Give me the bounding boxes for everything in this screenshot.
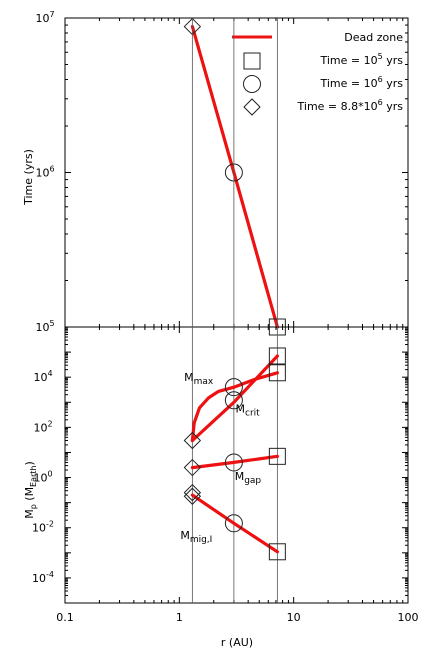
top-y-tick-label: 107 — [35, 10, 54, 25]
annotation-main: M — [235, 470, 245, 483]
top-y-axis-label: Time (yrs) — [22, 149, 35, 206]
annotation-max: Mmax — [184, 371, 214, 387]
x-tick-label: 10 — [287, 611, 301, 624]
tick-base: 10 — [33, 472, 47, 485]
bottom-y-tick-label: 104 — [33, 369, 52, 384]
annotation-mig: Mmig,I — [180, 529, 212, 545]
ylabel-end: ) — [23, 461, 36, 465]
bottom-series-line-0 — [190, 371, 279, 443]
circle-marker — [224, 453, 243, 472]
square-marker — [268, 543, 286, 561]
legend-text: Dead zone — [344, 31, 403, 44]
tick-exponent: 4 — [47, 369, 52, 378]
tick-exponent: 0 — [47, 470, 52, 479]
diamond-marker — [183, 431, 202, 450]
annotation-main: M — [180, 529, 190, 542]
legend-suffix: yrs — [383, 100, 404, 113]
annotation-gap: Mgap — [235, 470, 262, 486]
tick-base: 10 — [35, 167, 49, 180]
ylabel-main: M — [23, 509, 36, 519]
circle-marker — [224, 391, 243, 410]
annotation-sub: crit — [245, 408, 260, 418]
top-y-tick-label: 106 — [35, 165, 54, 180]
bottom-y-tick-label: 10-2 — [32, 520, 54, 535]
legend-entry-t1e6: Time = 106 yrs — [243, 75, 404, 93]
bottom-plot-frame — [64, 326, 409, 604]
diamond-marker — [183, 458, 202, 477]
bottom-series-line-3 — [190, 493, 279, 554]
legend-text: Time = 10 — [320, 77, 378, 90]
tick-base: 10 — [32, 572, 46, 585]
x-tick-label: 100 — [398, 611, 419, 624]
bottom-series-line-2 — [190, 454, 279, 470]
tick-base: 10 — [33, 371, 47, 384]
legend-label: Dead zone — [344, 31, 403, 44]
x-tick-label: 0.1 — [56, 611, 74, 624]
bottom-y-tick-label: 102 — [33, 419, 52, 434]
tick-exponent: 6 — [49, 165, 54, 174]
legend-label: Time = 8.8*106 yrs — [297, 98, 404, 113]
annotation-crit: Mcrit — [236, 402, 261, 418]
ylabel-sub2: Earth — [29, 465, 38, 486]
annotation-main: M — [236, 402, 246, 415]
diamond-marker — [183, 487, 202, 505]
tick-base: 10 — [33, 421, 47, 434]
square-marker — [243, 52, 261, 70]
bottom-y-axis-label: Mp (MEarth) — [23, 461, 38, 519]
tick-exponent: 5 — [49, 319, 54, 328]
tick-exponent: -2 — [46, 520, 54, 529]
legend-entry-dead_zone: Dead zone — [232, 31, 403, 44]
legend-entry-t88e6: Time = 8.8*106 yrs — [243, 98, 404, 116]
circle-marker — [243, 75, 261, 93]
bottom-y-tick-label: 10-4 — [32, 570, 54, 585]
tick-exponent: -4 — [46, 570, 54, 579]
tick-base: 10 — [35, 321, 49, 334]
tick-exponent: 7 — [49, 10, 54, 19]
legend-suffix: yrs — [383, 54, 404, 67]
square-marker — [268, 447, 286, 465]
legend-exponent: 6 — [378, 75, 383, 84]
annotation-main: M — [184, 371, 194, 384]
legend-label: Time = 106 yrs — [320, 75, 404, 90]
bottom-y-tick-label: 100 — [33, 470, 52, 485]
top-series-line-0 — [190, 25, 279, 329]
annotation-sub: mig,I — [190, 535, 213, 545]
legend-exponent: 6 — [378, 98, 383, 107]
ylabel-mid: (M — [23, 487, 36, 504]
tick-base: 10 — [35, 12, 49, 25]
bottom-series-line-1 — [190, 354, 279, 443]
legend-label: Time = 105 yrs — [320, 52, 404, 67]
square-marker — [268, 364, 286, 382]
legend-text: Time = 8.8*10 — [297, 100, 378, 113]
circle-marker — [224, 378, 243, 397]
tick-exponent: 2 — [47, 419, 52, 428]
legend-exponent: 5 — [378, 52, 383, 61]
diamond-marker — [183, 483, 202, 502]
annotation-sub: max — [194, 377, 214, 387]
legend-entry-t1e5: Time = 105 yrs — [243, 52, 404, 70]
square-marker — [268, 347, 286, 365]
tick-base: 10 — [32, 522, 46, 535]
circle-marker — [224, 514, 243, 533]
legend-text: Time = 10 — [320, 54, 378, 67]
top-y-tick-label: 105 — [35, 319, 54, 334]
diamond-marker — [243, 98, 261, 116]
legend-suffix: yrs — [383, 77, 404, 90]
annotation-sub: gap — [244, 476, 261, 486]
x-tick-label: 1 — [176, 611, 183, 624]
x-axis-label: r (AU) — [221, 636, 253, 649]
ylabel-sub1: p — [29, 504, 38, 509]
